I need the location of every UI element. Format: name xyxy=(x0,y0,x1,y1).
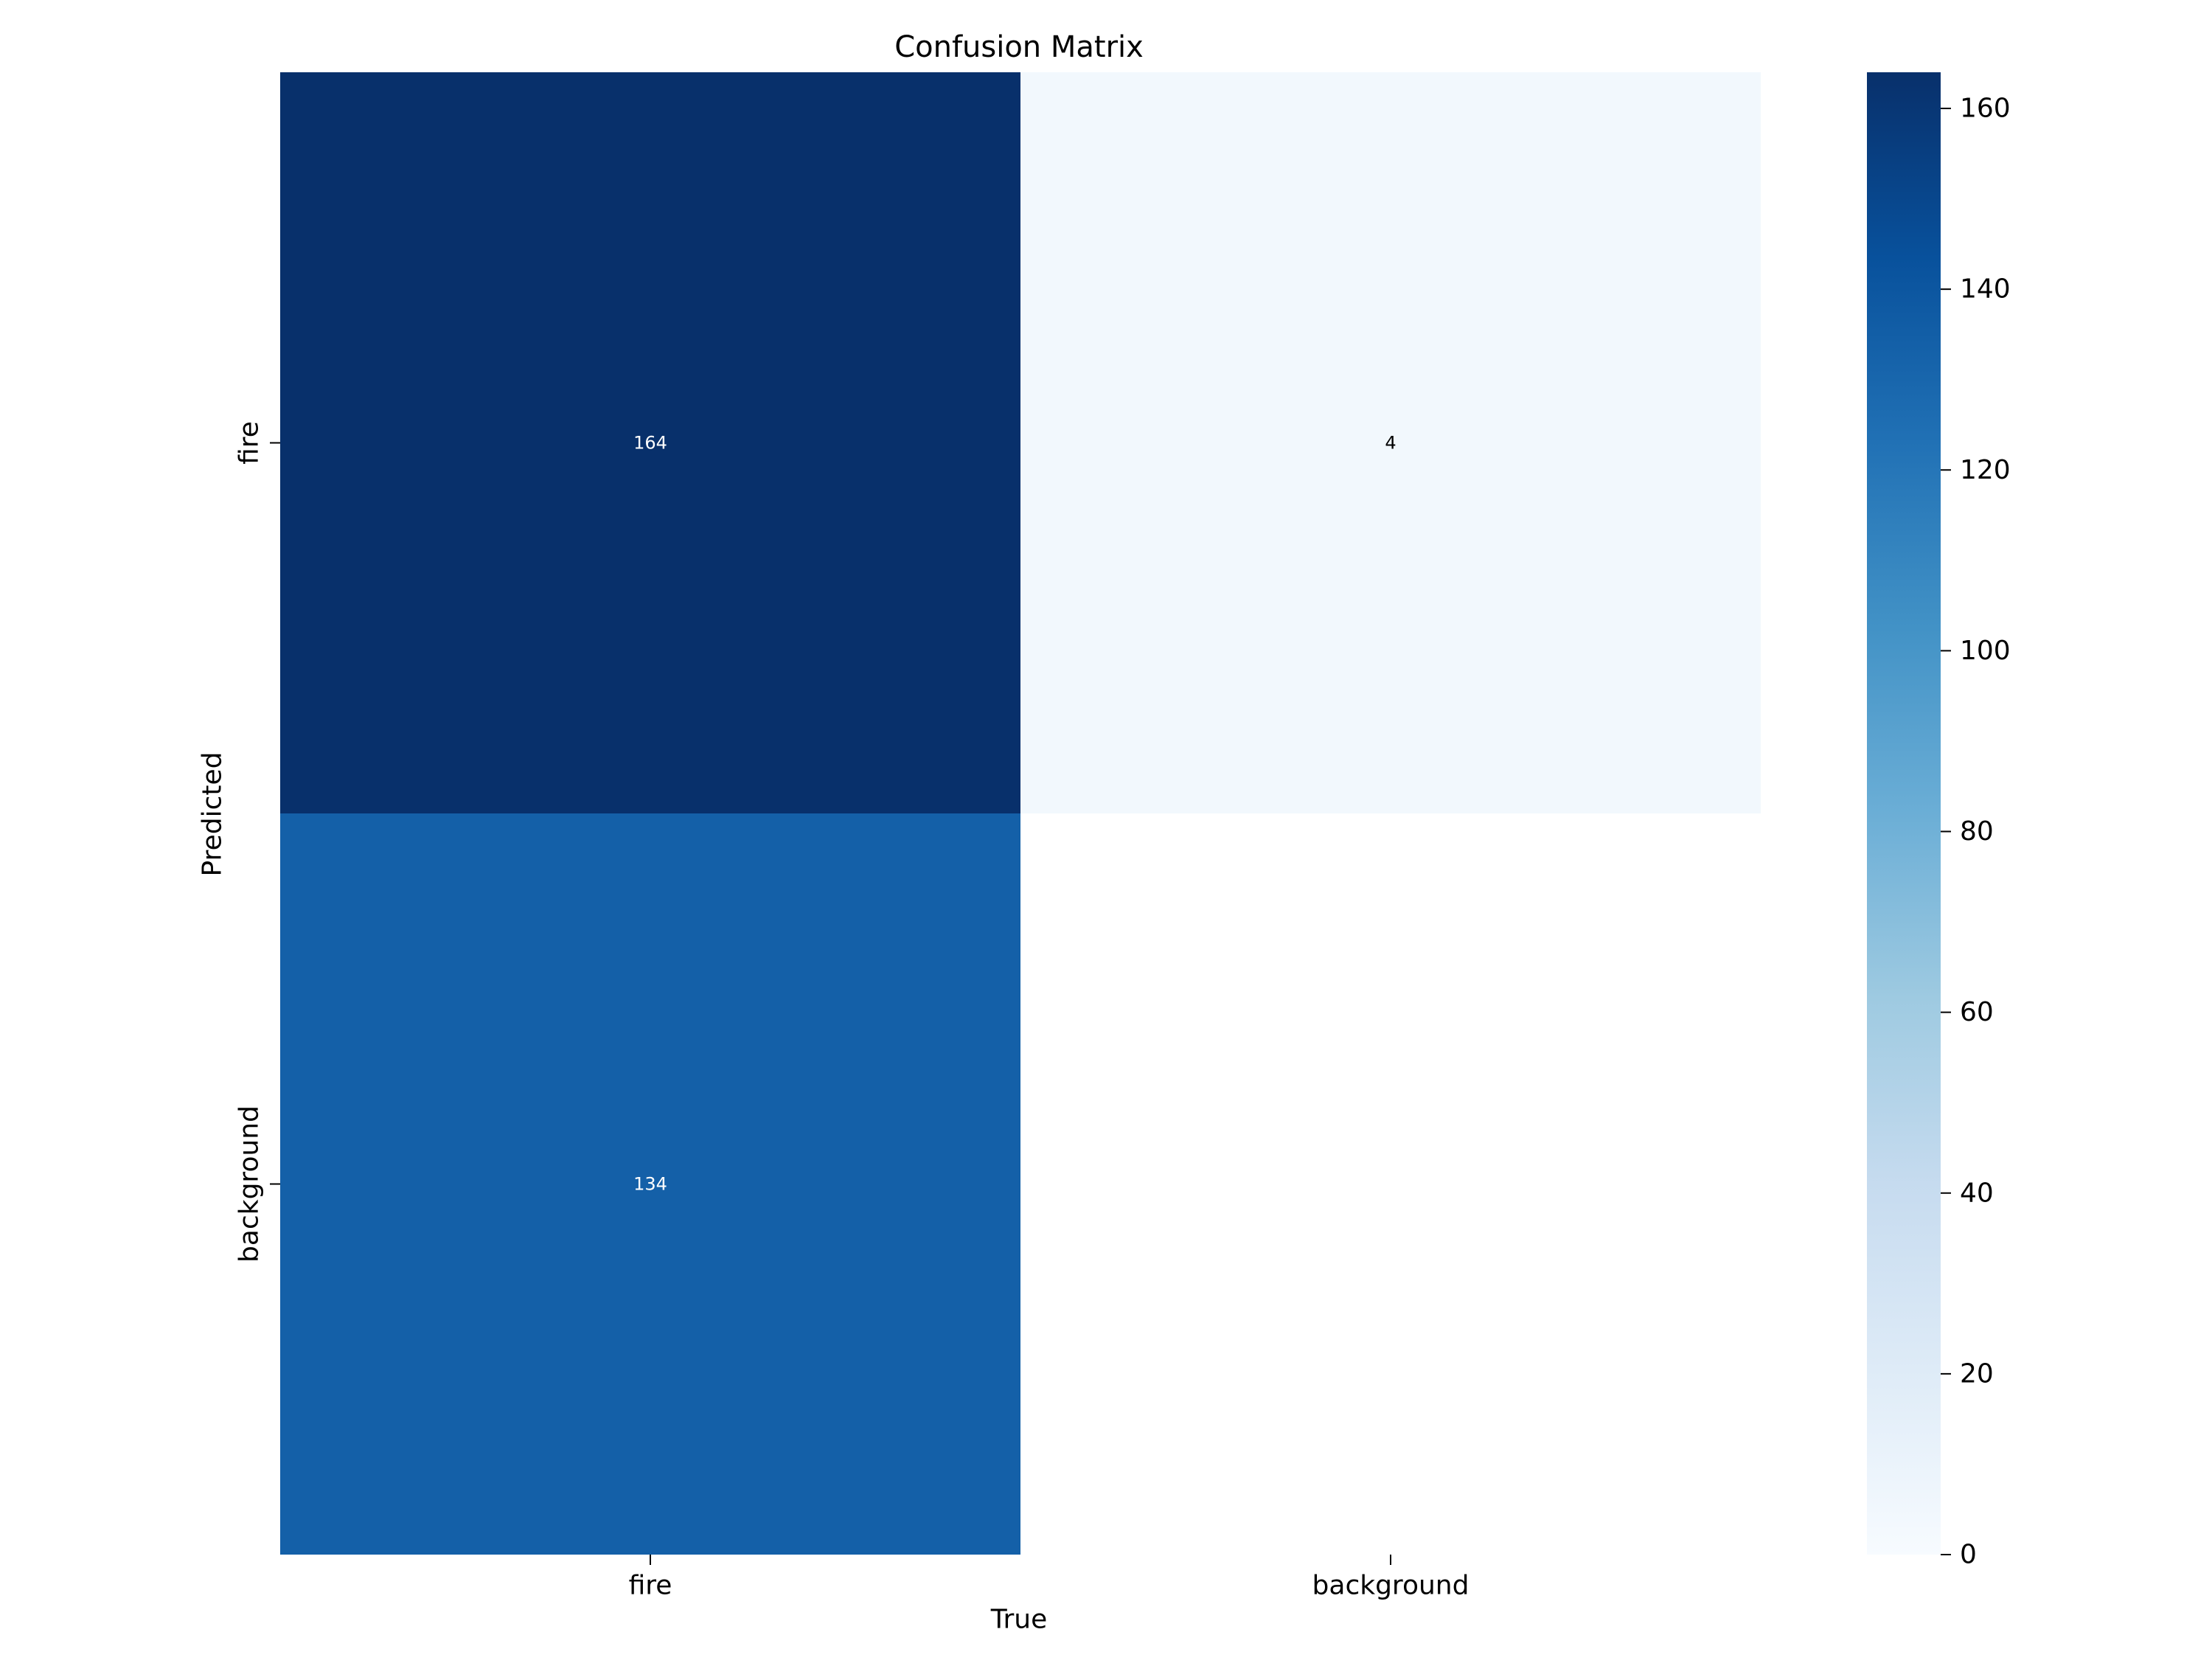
heatmap-cell xyxy=(280,72,1020,813)
x-tick-label: background xyxy=(1312,1571,1470,1601)
chart-title: Confusion Matrix xyxy=(894,30,1144,64)
colorbar-tick-label: 0 xyxy=(1960,1540,1977,1570)
colorbar-tick-label: 80 xyxy=(1960,816,1994,847)
colorbar-tick-label: 140 xyxy=(1960,274,2011,305)
y-axis-label: Predicted xyxy=(198,752,228,877)
colorbar-tick-label: 20 xyxy=(1960,1358,1994,1389)
x-axis-label: True xyxy=(990,1605,1047,1635)
y-axis-ticks: fire background xyxy=(234,421,280,1263)
colorbar-tick-label: 100 xyxy=(1960,636,2011,666)
colorbar-tick-label: 40 xyxy=(1960,1178,1994,1208)
heatmap-cell xyxy=(280,813,1020,1555)
cell-value-label: 4 xyxy=(1385,433,1396,454)
y-tick-label: background xyxy=(234,1105,265,1263)
cell-value-label: 134 xyxy=(633,1174,667,1195)
heatmap-cell-empty xyxy=(1020,813,1761,1555)
colorbar-ticks: 0 20 40 60 80 100 120 140 160 xyxy=(1941,94,2011,1570)
cell-labels: 164 4 134 xyxy=(633,433,1397,1195)
x-axis-ticks: fire background xyxy=(629,1555,1470,1601)
colorbar xyxy=(1867,72,1941,1555)
colorbar-tick-label: 120 xyxy=(1960,455,2011,485)
x-tick-label: fire xyxy=(629,1571,672,1601)
heatmap-cells xyxy=(280,72,1761,1555)
colorbar-tick-label: 60 xyxy=(1960,997,1994,1027)
heatmap-cell xyxy=(1020,72,1761,813)
y-tick-label: fire xyxy=(234,421,265,465)
cell-value-label: 164 xyxy=(633,433,667,454)
colorbar-tick-label: 160 xyxy=(1960,94,2011,124)
